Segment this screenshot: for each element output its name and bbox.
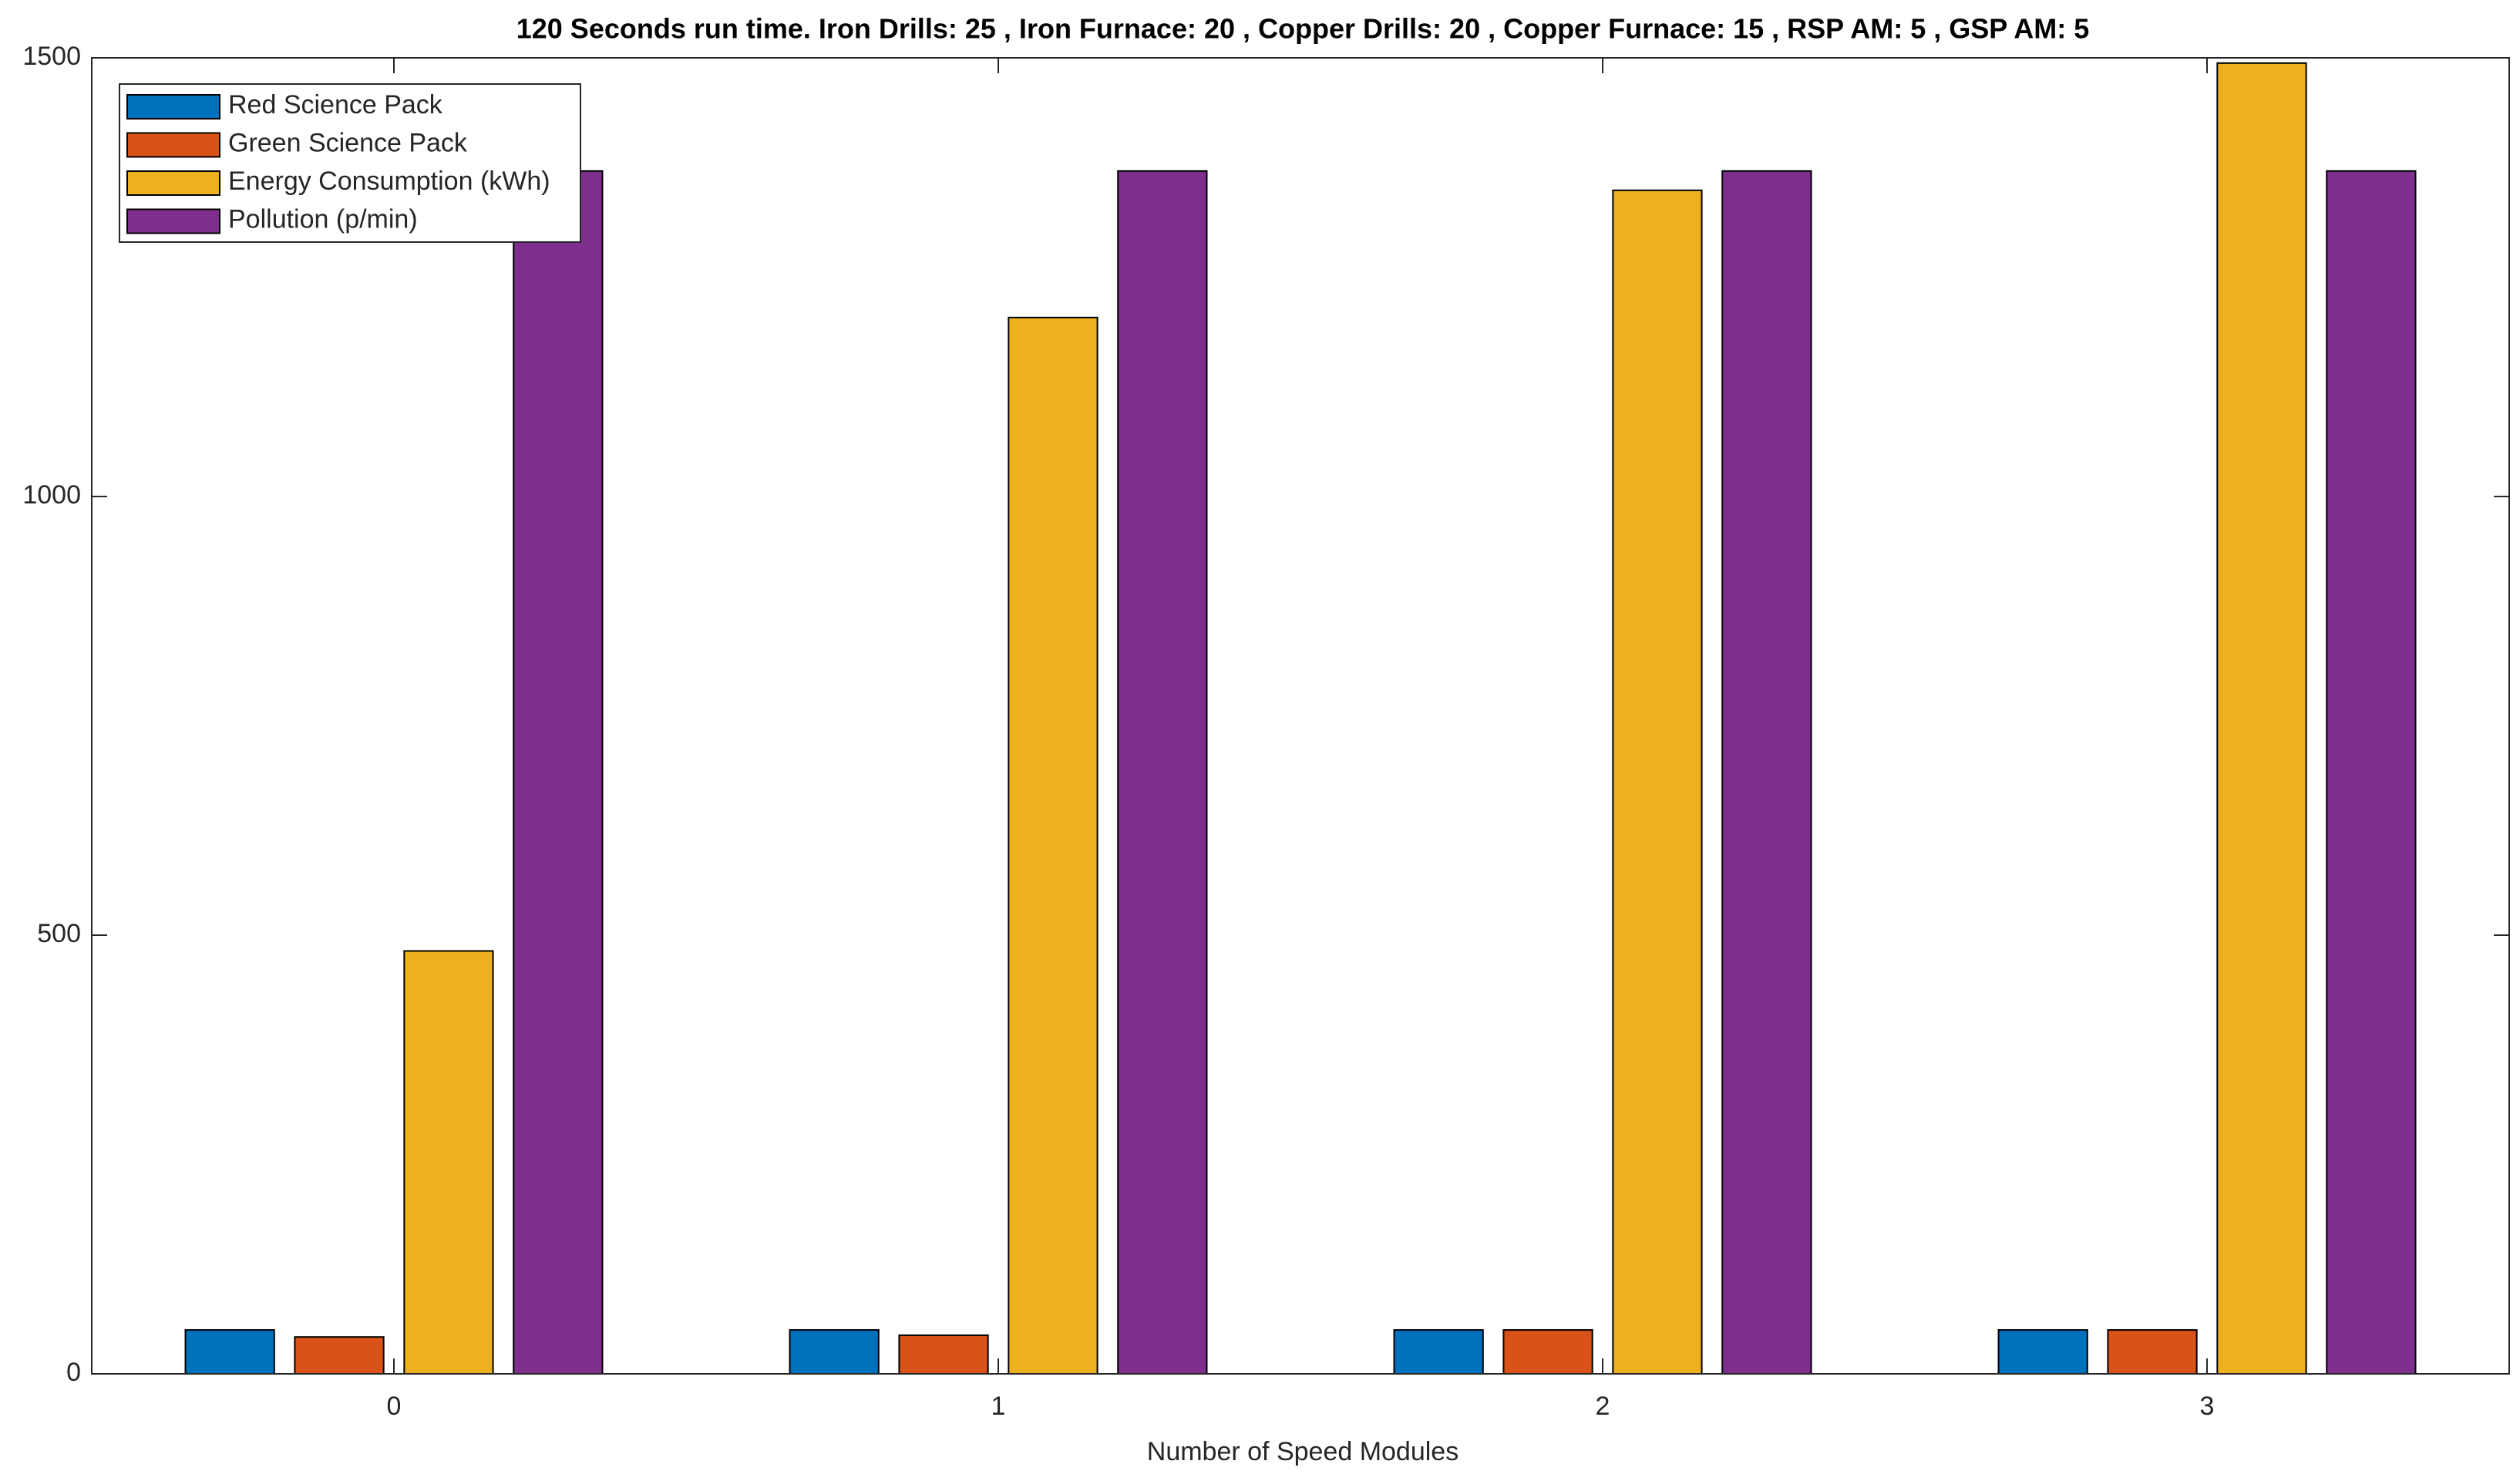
bar [2107, 1329, 2198, 1375]
bar [898, 1334, 989, 1375]
legend-label: Red Science Pack [228, 90, 443, 119]
chart-title: 120 Seconds run time. Iron Drills: 25 , … [516, 13, 2090, 45]
legend: Red Science Pack Green Science Pack Energy… [119, 83, 581, 243]
bar [184, 1329, 275, 1375]
bar [1997, 1329, 2088, 1375]
bar [403, 950, 494, 1375]
axes-box [91, 57, 2510, 1375]
bar [1393, 1329, 1484, 1375]
bar [2326, 170, 2417, 1375]
bar [1117, 170, 1208, 1375]
x-tick-label: 2 [1596, 1392, 1610, 1421]
bar [1502, 1329, 1593, 1375]
bar [2216, 62, 2307, 1375]
legend-swatch [126, 170, 220, 196]
y-tick-label: 500 [37, 919, 81, 948]
x-tick-label: 1 [991, 1392, 1006, 1421]
y-tick-label: 1500 [22, 42, 81, 71]
y-tick-label: 1000 [22, 480, 81, 510]
legend-label: Energy Consumption (kWh) [228, 167, 550, 196]
bar [1721, 170, 1812, 1375]
legend-label: Green Science Pack [228, 128, 468, 157]
x-axis-label: Number of Speed Modules [1147, 1437, 1459, 1466]
bar [294, 1336, 385, 1375]
legend-swatch [126, 94, 220, 119]
bar [1612, 189, 1703, 1375]
legend-swatch [126, 208, 220, 234]
bar [1008, 316, 1099, 1375]
x-tick-label: 3 [2200, 1392, 2215, 1421]
bar [513, 170, 604, 1375]
bar [789, 1329, 880, 1375]
x-tick-label: 0 [387, 1392, 402, 1421]
legend-swatch [126, 132, 220, 158]
legend-label: Pollution (p/min) [228, 204, 418, 234]
y-tick-label: 0 [66, 1358, 81, 1387]
